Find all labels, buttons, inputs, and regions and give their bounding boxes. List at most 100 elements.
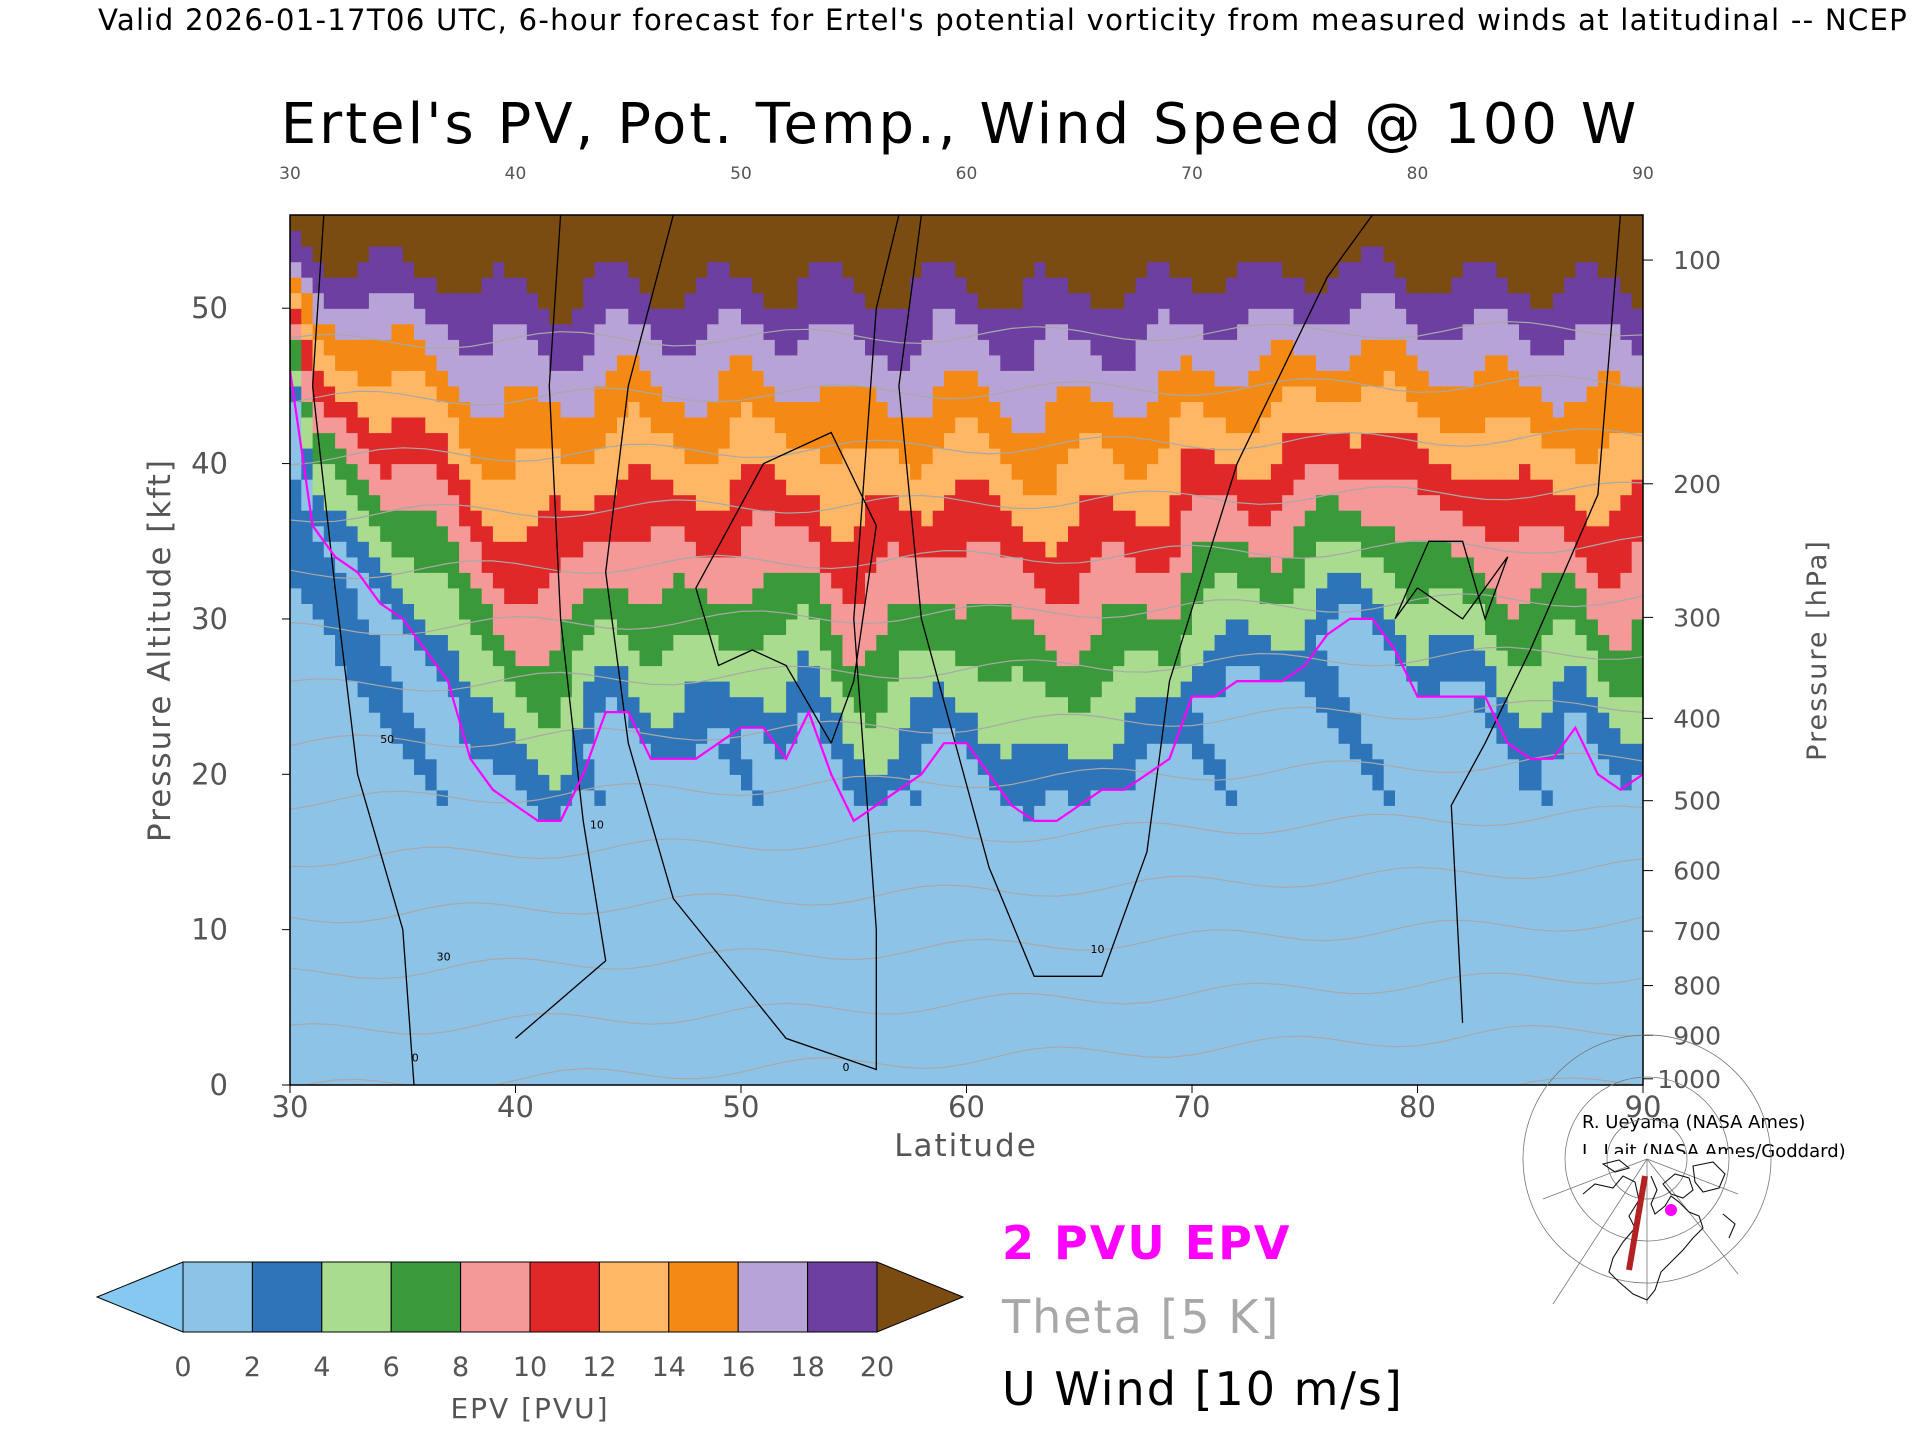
heatmap-cell [1214,665,1227,682]
heatmap-cell [774,541,787,558]
heatmap-cell [605,681,618,698]
heatmap-cell [1248,385,1261,402]
heatmap-cell [1135,292,1148,309]
heatmap-cell [1203,261,1216,278]
heatmap-cell [662,308,674,325]
heatmap-cell [808,650,821,667]
heatmap-cell [1000,1022,1013,1039]
heatmap-cell [853,867,866,884]
heatmap-cell [617,448,629,465]
heatmap-cell [1113,261,1125,278]
heatmap-cell [515,914,528,931]
heatmap-cell [944,308,956,325]
heatmap-cell [1146,401,1159,418]
heatmap-cell [447,494,460,511]
heatmap-cell [549,1007,562,1024]
heatmap-cell [1203,991,1216,1008]
heatmap-cell [932,758,945,775]
heatmap-cell [1180,354,1193,371]
heatmap-cell [741,991,753,1008]
heatmap-cell [887,1053,900,1070]
heatmap-cell [1169,1007,1182,1024]
heatmap-cell [774,1053,787,1070]
heatmap-cell [605,494,618,511]
heatmap-cell [504,665,517,682]
heatmap-cell [910,339,922,356]
heatmap-cell [797,448,810,465]
heatmap-cell [1034,587,1047,604]
heatmap-cell [808,1022,821,1039]
heatmap-cell [898,323,911,340]
heatmap-cell [414,572,426,589]
heatmap-cell [447,463,460,480]
heatmap-cell [1203,339,1216,356]
heatmap-cell [808,960,821,977]
heatmap-cell [898,945,911,962]
heatmap-cell [459,1038,471,1055]
heatmap-cell [865,385,877,402]
heatmap-cell [865,820,877,837]
heatmap-cell [583,339,596,356]
heatmap-cell [481,836,494,853]
heatmap-cell [1034,385,1047,402]
heatmap-cell [876,510,889,527]
heatmap-cell [944,1069,956,1085]
heatmap-cell [774,417,787,434]
heatmap-cell [1282,385,1295,402]
heatmap-cell [1079,385,1092,402]
heatmap-cell [1158,556,1171,573]
heatmap-cell [571,246,584,263]
heatmap-cell [583,727,596,744]
heatmap-cell [1192,650,1204,667]
heatmap-cell [673,883,686,900]
heatmap-cell [323,976,336,993]
heatmap-cell [898,1053,911,1070]
heatmap-cell [1248,215,1261,232]
heatmap-cell [1124,774,1137,791]
heatmap-cell [1225,852,1238,869]
heatmap-cell [831,494,844,511]
heatmap-cell [966,556,979,573]
heatmap-cell [695,1053,708,1070]
heatmap-cell [515,789,528,806]
heatmap-cell [1158,805,1171,822]
heatmap-cell [346,945,359,962]
heatmap-cell [955,929,968,946]
heatmap-cell [955,789,968,806]
heatmap-cell [853,836,866,853]
heatmap-cell [617,774,629,791]
heatmap-cell [1056,339,1069,356]
heatmap-cell [583,712,596,729]
heatmap-cell [368,463,381,480]
heatmap-cell [673,914,686,931]
heatmap-cell [1124,541,1137,558]
heatmap-cell [481,572,494,589]
heatmap-cell [763,789,776,806]
heatmap-cell [583,774,596,791]
heatmap-cell [1000,277,1013,294]
heatmap-cell [1158,743,1171,760]
heatmap-cell [628,976,641,993]
heatmap-cell [1090,852,1103,869]
heatmap-cell [481,541,494,558]
heatmap-cell [989,339,1001,356]
heatmap-cell [1034,929,1047,946]
heatmap-cell [492,883,505,900]
heatmap-cell [335,370,347,387]
heatmap-cell [515,945,528,962]
heatmap-cell [290,712,302,729]
heatmap-cell [819,665,832,682]
heatmap-cell [549,277,562,294]
heatmap-cell [380,867,393,884]
heatmap-cell [560,929,573,946]
heatmap-cell [1135,572,1148,589]
heatmap-cell [346,1053,359,1070]
heatmap-cell [898,681,911,698]
heatmap-cell [312,618,325,635]
heatmap-cell [786,587,798,604]
heatmap-cell [650,836,663,853]
heatmap-cell [1214,712,1227,729]
heatmap-cell [639,914,652,931]
heatmap-cell [763,556,776,573]
heatmap-cell [470,385,483,402]
